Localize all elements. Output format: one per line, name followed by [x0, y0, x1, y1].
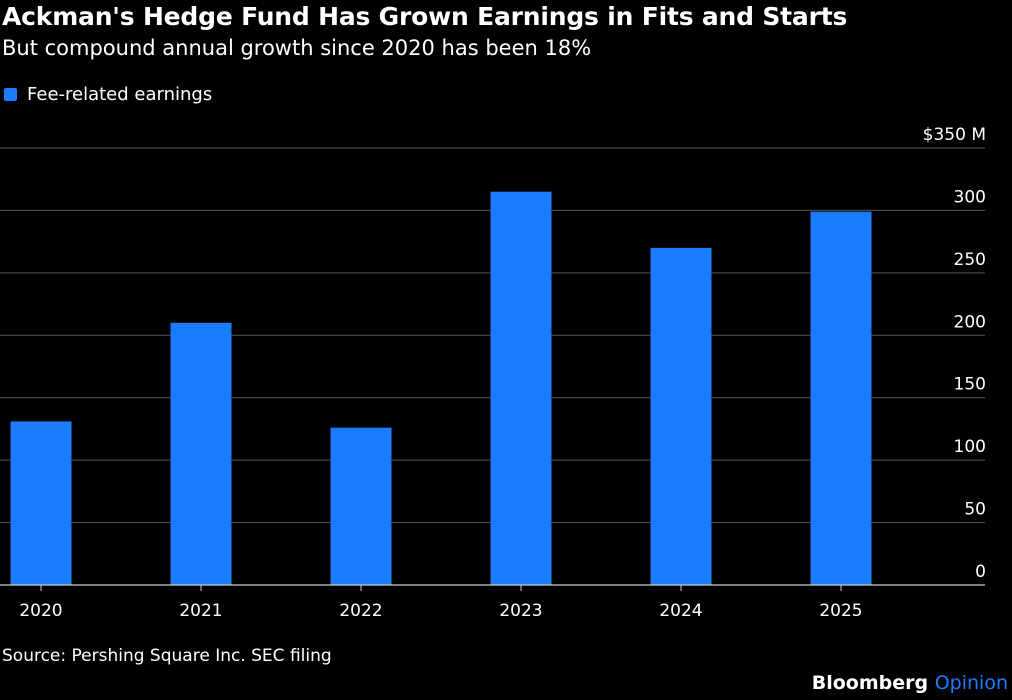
source-note: Source: Pershing Square Inc. SEC filing [2, 646, 332, 666]
legend-swatch [4, 88, 17, 101]
bar [10, 421, 72, 585]
x-tick-label: 2021 [179, 601, 222, 621]
brand-logo: Bloomberg Opinion [812, 672, 1008, 694]
x-tick-label: 2020 [19, 601, 62, 621]
y-tick-label: 150 [954, 375, 986, 395]
y-tick-label: $350 M [923, 125, 986, 145]
bar-chart: 0 50 100 150 200 250 300 $350 M 2020 2021 2022 2023… [0, 125, 986, 621]
brand-name: Bloomberg [811, 672, 929, 694]
x-tick-label: 2023 [499, 601, 542, 621]
y-tick-label: 200 [954, 312, 986, 332]
chart-title: Ackman's Hedge Fund Has Grown Earnings i… [2, 2, 848, 31]
y-tick-label: 250 [954, 250, 986, 270]
y-tick-label: 300 [954, 187, 986, 207]
legend: Fee-related earnings [4, 84, 212, 105]
bar [170, 322, 232, 585]
bar [650, 247, 712, 585]
brand-suffix: Opinion [934, 672, 1008, 694]
y-tick-label: 50 [964, 500, 986, 520]
x-tick-label: 2022 [339, 601, 382, 621]
x-tick-label: 2024 [659, 601, 702, 621]
bar [330, 427, 392, 585]
y-tick-label: 100 [954, 437, 986, 457]
bar [810, 211, 872, 586]
chart-subtitle: But compound annual growth since 2020 ha… [2, 36, 592, 60]
legend-label: Fee-related earnings [27, 84, 213, 105]
bar [490, 191, 552, 585]
y-tick-label: 0 [975, 562, 986, 582]
x-tick-label: 2025 [819, 601, 862, 621]
